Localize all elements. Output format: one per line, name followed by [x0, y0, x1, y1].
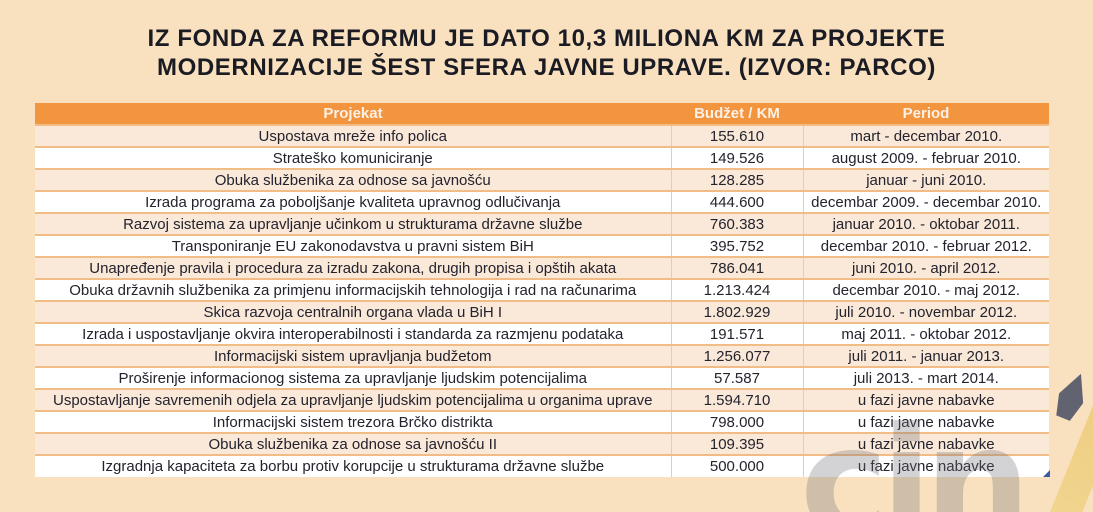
project-name-cell: Izrada i uspostavljanje okvira interoper… — [35, 322, 671, 345]
project-name-cell: Strateško komuniciranje — [35, 146, 671, 169]
budget-cell: 1.213.424 — [670, 278, 803, 301]
table-row: Izrada programa za poboljšanje kvaliteta… — [35, 190, 1049, 213]
budget-cell: 191.571 — [670, 322, 803, 345]
period-cell: u fazi javne nabavke — [802, 388, 1049, 411]
table-row: Informacijski sistem trezora Brčko distr… — [35, 410, 1049, 433]
project-name-cell: Informacijski sistem trezora Brčko distr… — [35, 410, 671, 433]
table-row: Uspostava mreže info polica 155.610 mart -… — [35, 124, 1049, 147]
project-name-cell: Obuka državnih službenika za primjenu in… — [35, 278, 671, 301]
table-row: Informacijski sistem upravljanja budžeto… — [35, 344, 1049, 367]
period-cell: decembar 2010. - februar 2012. — [802, 234, 1049, 257]
table-row: Proširenje informacionog sistema za upra… — [35, 366, 1049, 389]
table-row: Transponiranje EU zakonodavstva u pravni… — [35, 234, 1049, 257]
project-name-cell: Transponiranje EU zakonodavstva u pravni… — [35, 234, 671, 257]
period-cell: august 2009. - februar 2010. — [802, 146, 1049, 169]
project-name-cell: Unapređenje pravila i procedura za izrad… — [35, 256, 671, 279]
project-name-cell: Proširenje informacionog sistema za upra… — [35, 366, 671, 389]
table-row: Unapređenje pravila i procedura za izrad… — [35, 256, 1049, 279]
period-cell: juni 2010. - april 2012. — [802, 256, 1049, 279]
period-cell: u fazi javne nabavke — [802, 432, 1049, 455]
period-cell: juli 2013. - mart 2014. — [802, 366, 1049, 389]
table-row: Strateško komuniciranje 149.526 august 200… — [35, 146, 1049, 169]
budget-cell: 798.000 — [670, 410, 803, 433]
project-name-cell: Uspostavljanje savremenih odjela za upra… — [35, 388, 671, 411]
table-row: Obuka državnih službenika za primjenu in… — [35, 278, 1049, 301]
project-name-cell: Uspostava mreže info polica — [35, 124, 671, 147]
budget-cell: 155.610 — [670, 124, 803, 147]
table-row: Obuka službenika za odnose sa javnošću I… — [35, 432, 1049, 455]
budget-cell: 109.395 — [670, 432, 803, 455]
period-cell: mart - decembar 2010. — [802, 124, 1049, 147]
project-name-cell: Informacijski sistem upravljanja budžeto… — [35, 344, 671, 367]
table-row: Skica razvoja centralnih organa vlada u … — [35, 300, 1049, 323]
period-cell: maj 2011. - oktobar 2012. — [802, 322, 1049, 345]
table-row: Razvoj sistema za upravljanje učinkom u … — [35, 212, 1049, 235]
budget-cell: 1.594.710 — [670, 388, 803, 411]
budget-cell: 500.000 — [670, 454, 803, 477]
budget-cell: 395.752 — [670, 234, 803, 257]
period-cell: u fazi javne nabavke — [802, 454, 1049, 477]
table-row: Obuka službenika za odnose sa javnošću 12… — [35, 168, 1049, 191]
project-name-cell: Izgradnja kapaciteta za borbu protiv kor… — [35, 454, 671, 477]
budget-cell: 444.600 — [670, 190, 803, 213]
period-cell: januar 2010. - oktobar 2011. — [802, 212, 1049, 235]
project-name-cell: Obuka službenika za odnose sa javnošću — [35, 168, 671, 191]
project-name-cell: Razvoj sistema za upravljanje učinkom u … — [35, 212, 671, 235]
budget-cell: 128.285 — [670, 168, 803, 191]
column-header: Projekat — [35, 103, 671, 125]
period-cell: decembar 2010. - maj 2012. — [802, 278, 1049, 301]
column-header: Budžet / KM — [671, 103, 803, 125]
table-row: Uspostavljanje savremenih odjela za upra… — [35, 388, 1049, 411]
budget-cell: 760.383 — [670, 212, 803, 235]
period-cell: juli 2011. - januar 2013. — [802, 344, 1049, 367]
project-name-cell: Skica razvoja centralnih organa vlada u … — [35, 300, 671, 323]
pen-nib-icon — [1051, 369, 1093, 423]
table-row: Izrada i uspostavljanje okvira interoper… — [35, 322, 1049, 345]
period-cell: u fazi javne nabavke — [802, 410, 1049, 433]
period-cell: januar - juni 2010. — [802, 168, 1049, 191]
table-header-row: Projekat Budžet / KM Period — [35, 103, 1049, 125]
table-row: Izgradnja kapaciteta za borbu protiv kor… — [35, 454, 1049, 477]
budget-cell: 57.587 — [670, 366, 803, 389]
budget-cell: 786.041 — [670, 256, 803, 279]
budget-cell: 1.256.077 — [670, 344, 803, 367]
period-cell: decembar 2009. - decembar 2010. — [802, 190, 1049, 213]
projects-table: Projekat Budžet / KM Period Uspostava mrež… — [35, 103, 1049, 477]
table-body: Uspostava mreže info polica 155.610 mart -… — [35, 124, 1049, 477]
project-name-cell: Obuka službenika za odnose sa javnošću I… — [35, 432, 671, 455]
period-cell: juli 2010. - novembar 2012. — [802, 300, 1049, 323]
column-header: Period — [803, 103, 1049, 125]
budget-cell: 1.802.929 — [670, 300, 803, 323]
budget-cell: 149.526 — [670, 146, 803, 169]
page-title: IZ FONDA ZA REFORMU JE DATO 10,3 MILIONA… — [147, 25, 946, 81]
project-name-cell: Izrada programa za poboljšanje kvaliteta… — [35, 190, 671, 213]
